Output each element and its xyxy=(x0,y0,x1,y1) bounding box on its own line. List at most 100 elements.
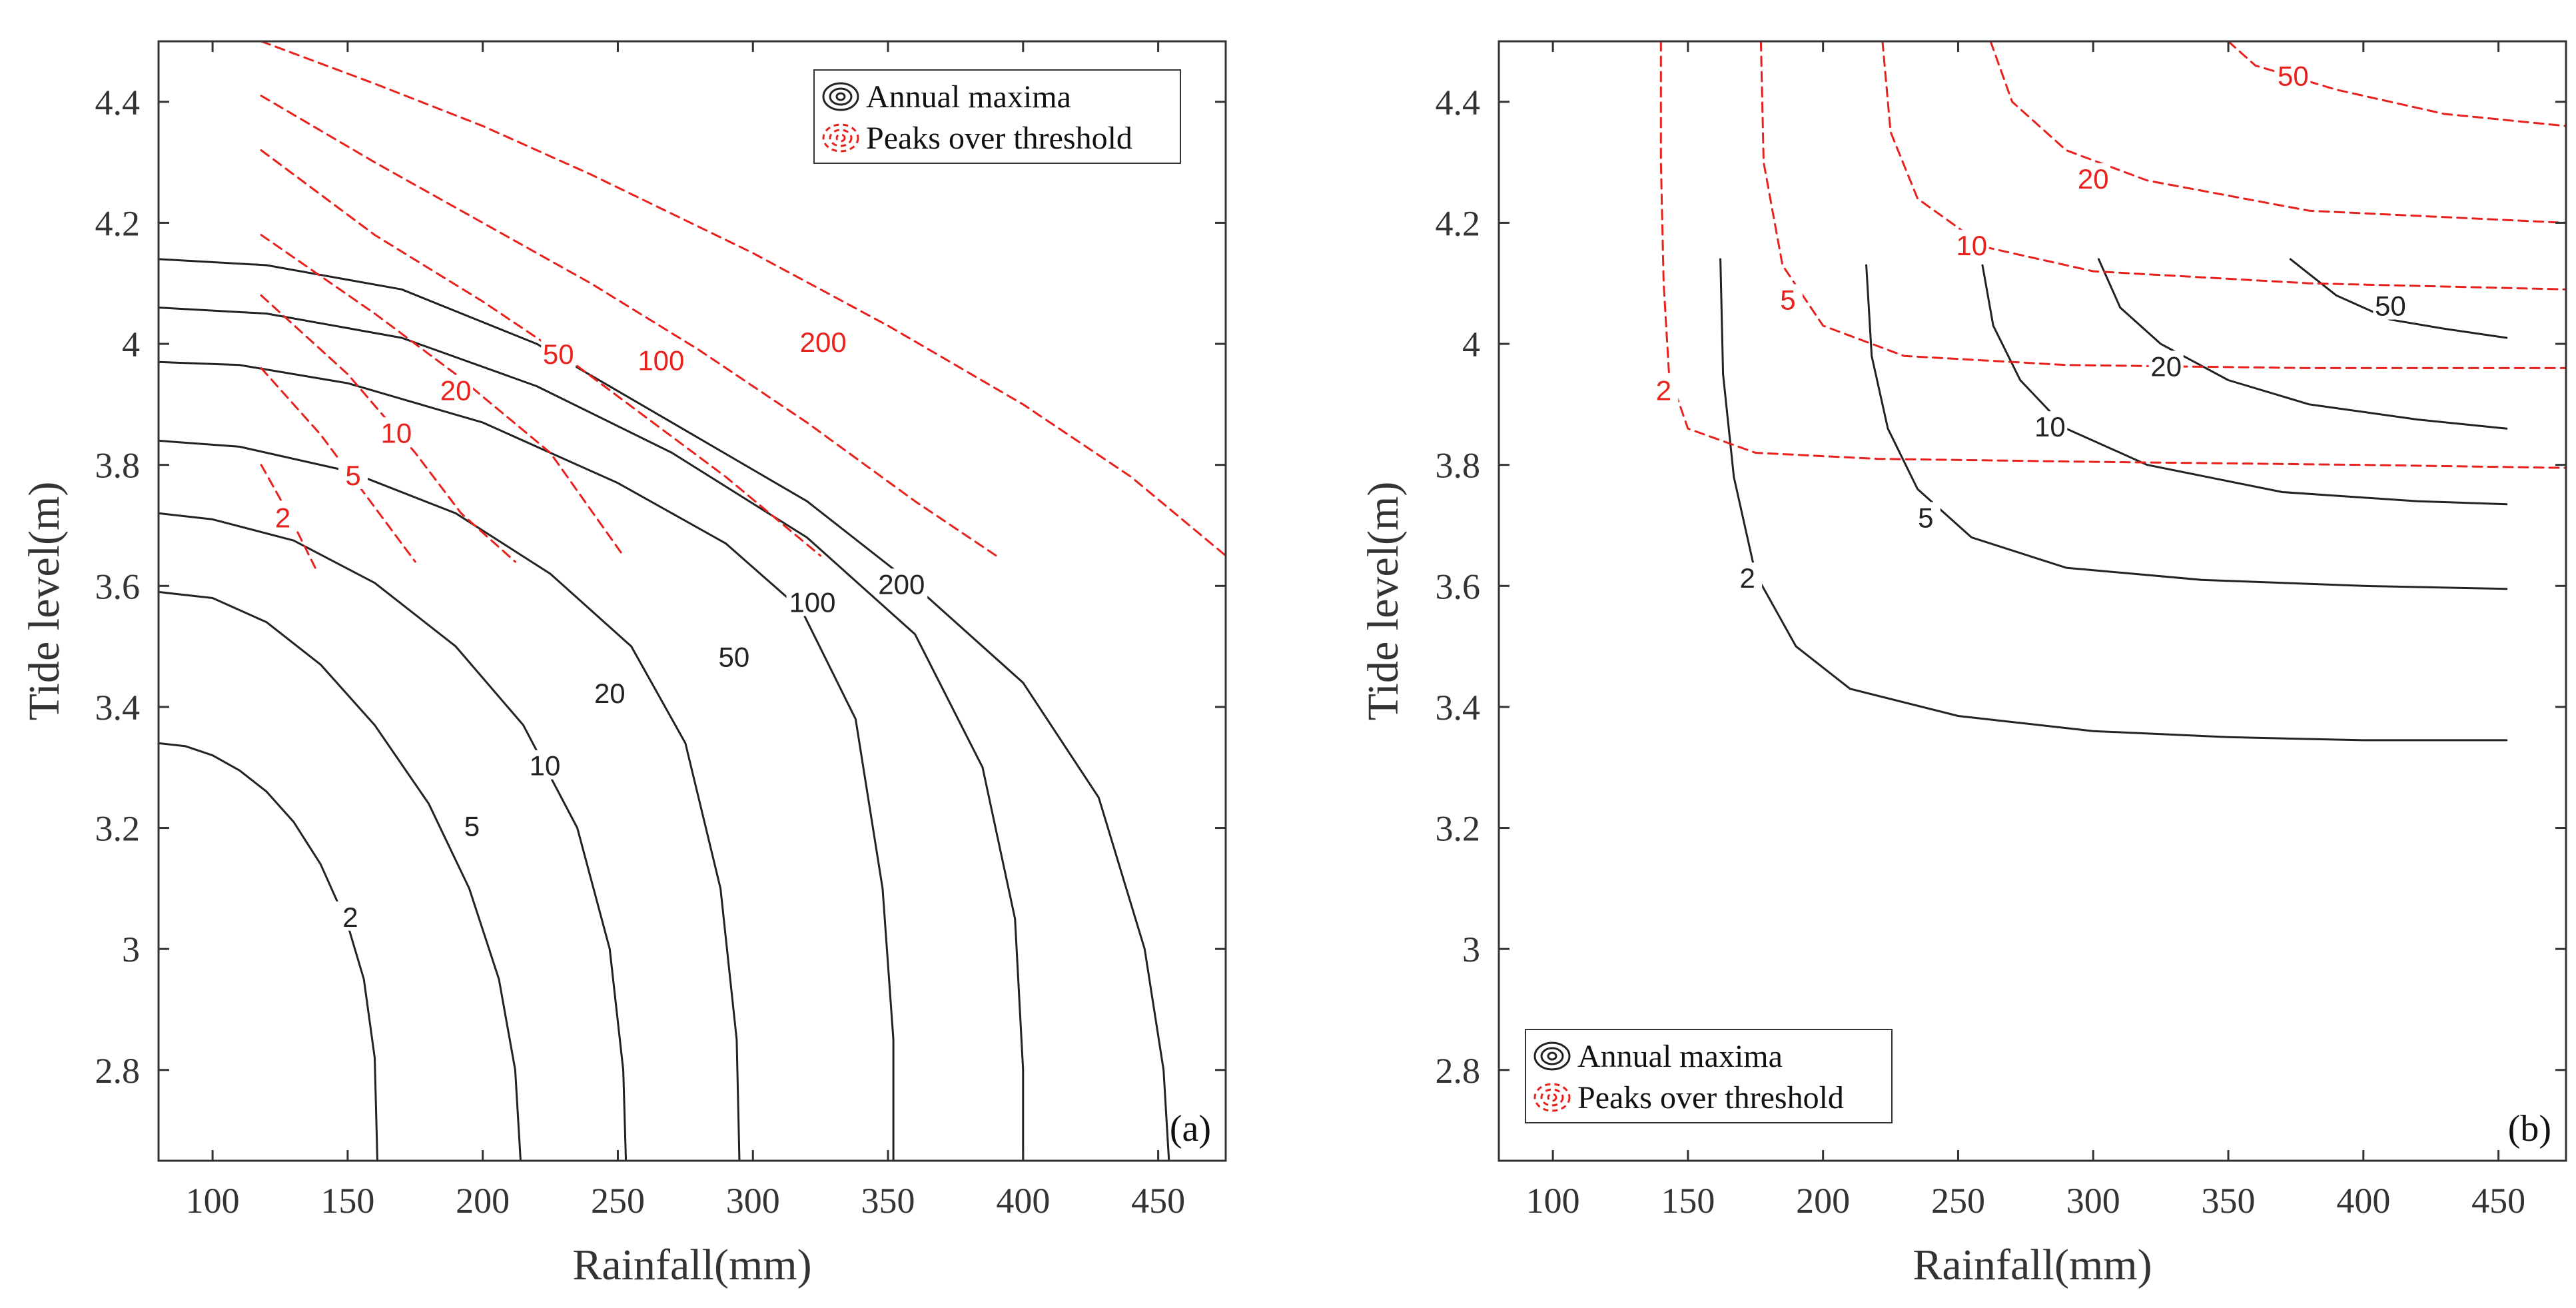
peaks-over-threshold-contour-label-bg-50-b xyxy=(2276,60,2311,90)
peaks-over-threshold-contour-100-a xyxy=(260,95,997,557)
y-axis-title-b: Tide level(m) xyxy=(1359,482,1408,721)
peaks-over-threshold-contour-label-bg-2-a xyxy=(268,502,298,532)
annual-maxima-legend-icon xyxy=(822,82,859,111)
peaks-over-threshold-contour-50-a xyxy=(260,149,822,557)
contour-plot-b: 2 5 10 20 50 2 5 10 20 50 xyxy=(1649,41,2566,742)
x-tick-label-400-b: 400 xyxy=(2336,1181,2390,1221)
annual-maxima-contour-100-a xyxy=(159,307,1025,1161)
y-tick-label-4-2-b: 4.2 xyxy=(1436,203,1481,243)
x-tick-label-100-b: 100 xyxy=(1526,1181,1580,1221)
peaks-over-threshold-contour-2-b xyxy=(1659,41,2566,469)
annual-maxima-contour-label-bg-100-a xyxy=(786,586,839,616)
x-tick-label-150-a: 150 xyxy=(320,1181,374,1221)
peaks-over-threshold-contour-label-bg-5-b xyxy=(1773,284,1803,314)
annual-maxima-contour-label-10-b: 10 xyxy=(2034,411,2066,442)
peaks-over-threshold-contour-200-a xyxy=(260,41,1226,557)
annual-maxima-contour-label-20-b: 20 xyxy=(2150,350,2182,382)
x-tick-label-200-b: 200 xyxy=(1796,1181,1850,1221)
contour-labels-a: 2 5 10 20 50 100 200 2 5 10 20 50 100 200 xyxy=(268,327,928,933)
peaks-over-threshold-legend-icon xyxy=(822,123,859,153)
annual-maxima-contour-label-100-a: 100 xyxy=(789,587,835,618)
y-tick-label-3-6-a: 3.6 xyxy=(95,566,141,606)
peaks-over-threshold-contour-10-a xyxy=(260,294,516,563)
annual-maxima-contour-label-bg-50-a xyxy=(716,641,751,671)
annual-maxima-contour-label-5-a: 5 xyxy=(464,811,480,842)
peaks-over-threshold-contour-label-bg-2-b xyxy=(1649,374,1679,404)
peaks-over-threshold-contour-label-10-a: 10 xyxy=(381,417,412,448)
annual-maxima-contour-50-a xyxy=(159,360,895,1161)
y-tick-label-4-b: 4 xyxy=(1462,325,1480,364)
peaks-over-threshold-contour-label-2-b: 2 xyxy=(1656,375,1671,406)
peaks-over-threshold-contour-label-bg-5-a xyxy=(338,459,368,489)
x-tick-label-250-a: 250 xyxy=(591,1181,645,1221)
y-tick-label-3-8-a: 3.8 xyxy=(95,446,141,486)
annual-maxima-contour-label-bg-20-b xyxy=(2148,350,2184,380)
peaks-over-threshold-contour-label-10-b: 10 xyxy=(1956,230,1987,261)
peaks-over-threshold-contour-label-bg-20-a xyxy=(438,374,474,404)
peaks-over-threshold-contour-label-bg-10-a xyxy=(378,417,414,447)
x-tick-label-450-b: 450 xyxy=(2471,1181,2525,1221)
y-tick-label-3-2-a: 3.2 xyxy=(95,809,141,849)
y-tick-label-4-4-b: 4.4 xyxy=(1436,83,1481,123)
x-tick-label-350-a: 350 xyxy=(861,1181,915,1221)
annual-maxima-legend-icon xyxy=(1533,1041,1571,1071)
annual-maxima-contour-10-b xyxy=(1981,264,2508,506)
y-tick-label-2-8-a: 2.8 xyxy=(95,1051,141,1091)
panel-tag-a: (a) xyxy=(1170,1108,1211,1149)
peaks-over-threshold-contour-label-bg-10-b xyxy=(1954,229,1989,259)
y-tick-label-2-8-b: 2.8 xyxy=(1436,1051,1481,1091)
peaks-over-threshold-contour-label-bg-100-a xyxy=(635,344,687,374)
annual-maxima-contour-label-bg-2-a xyxy=(335,901,365,931)
x-tick-label-250-b: 250 xyxy=(1931,1181,1985,1221)
y-tick-label-4-a: 4 xyxy=(122,325,140,364)
annual-maxima-contour-label-50-b: 50 xyxy=(2375,291,2406,322)
annual-maxima-contour-20-b xyxy=(2097,258,2508,430)
annual-maxima-contour-label-bg-5-b xyxy=(1911,502,1940,532)
legend-a: Annual maxima Peaks over threshold xyxy=(813,69,1181,164)
peaks-over-threshold-contour-50-b xyxy=(2227,41,2566,127)
x-tick-label-300-b: 300 xyxy=(2066,1181,2120,1221)
annual-maxima-contour-label-bg-2-b xyxy=(1733,562,1763,592)
peaks-over-threshold-contour-label-50-a: 50 xyxy=(543,338,574,370)
plot-frame-a xyxy=(157,40,1227,1162)
legend-label-annual-maxima-b: Annual maxima xyxy=(1577,1039,1783,1074)
annual-maxima-contour-label-20-a: 20 xyxy=(594,678,626,709)
annual-maxima-contour-label-bg-10-b xyxy=(2032,411,2068,441)
annual-maxima-contour-label-bg-10-a xyxy=(527,750,562,780)
peaks-over-threshold-contour-5-b xyxy=(1759,41,2566,369)
contour-plot-a: 2 5 10 20 50 100 200 2 5 10 20 50 100 200 xyxy=(159,41,1226,1161)
y-tick-label-4-4-a: 4.4 xyxy=(95,83,141,123)
x-tick-label-350-b: 350 xyxy=(2202,1181,2256,1221)
annual-maxima-contour-label-bg-200-a xyxy=(875,568,928,598)
peaks-over-threshold-contour-label-200-a: 200 xyxy=(800,327,847,358)
legend-label-peaks-over-threshold-a: Peaks over threshold xyxy=(866,121,1132,156)
panel-tag-b: (b) xyxy=(2508,1108,2551,1149)
peaks-over-threshold-contour-label-bg-20-b xyxy=(2076,163,2111,193)
contour-lines-b xyxy=(1659,41,2566,742)
peaks-over-threshold-contour-label-bg-50-a xyxy=(541,338,576,368)
contour-labels-b: 2 5 10 20 50 2 5 10 20 50 xyxy=(1649,60,2408,594)
y-tick-label-3-4-a: 3.4 xyxy=(95,688,141,728)
legend-box-a xyxy=(813,69,1181,164)
annual-maxima-contour-label-200-a: 200 xyxy=(878,568,925,600)
x-tick-label-100-a: 100 xyxy=(186,1181,240,1221)
legend-label-annual-maxima-a: Annual maxima xyxy=(866,79,1071,115)
peaks-over-threshold-contour-label-5-b: 5 xyxy=(1780,284,1795,315)
y-tick-label-3-4-b: 3.4 xyxy=(1436,688,1481,728)
annual-maxima-contour-label-bg-20-a xyxy=(592,677,628,707)
annual-maxima-contour-10-a xyxy=(159,512,628,1161)
y-tick-label-3-2-b: 3.2 xyxy=(1436,809,1481,849)
x-tick-label-150-b: 150 xyxy=(1661,1181,1715,1221)
peaks-over-threshold-contour-label-5-a: 5 xyxy=(345,460,360,491)
peaks-over-threshold-contour-20-a xyxy=(260,234,625,557)
annual-maxima-contour-label-bg-50-b xyxy=(2373,290,2408,320)
plot-frame-b xyxy=(1498,40,2567,1162)
annual-maxima-contour-label-bg-5-a xyxy=(457,810,487,840)
axis-ticks-b: 100 150 200 250 300 350 400 4502.833.23.43.63.8… xyxy=(1436,41,2566,1221)
x-tick-label-300-a: 300 xyxy=(726,1181,780,1221)
annual-maxima-contour-label-5-b: 5 xyxy=(1918,502,1933,533)
peaks-over-threshold-contour-label-20-b: 20 xyxy=(2078,163,2109,195)
legend-box-b xyxy=(1525,1029,1893,1123)
x-axis-title-a: Rainfall(mm) xyxy=(572,1241,811,1289)
